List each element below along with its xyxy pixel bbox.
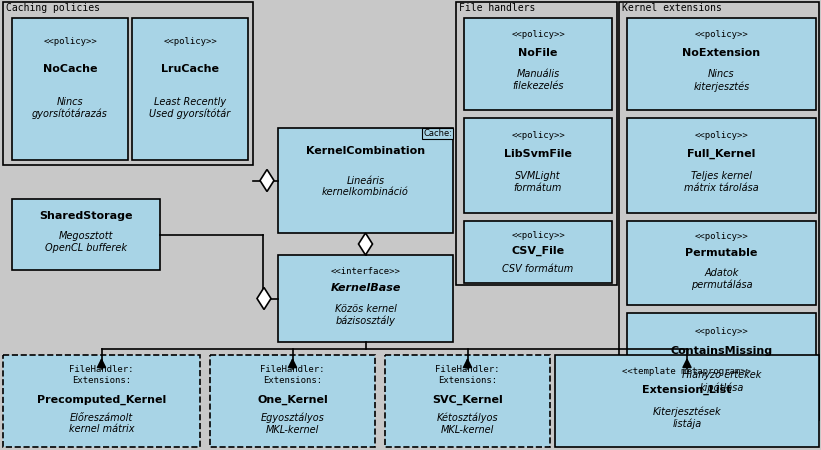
Text: Nincs
gyorsítótárazás: Nincs gyorsítótárazás — [32, 97, 108, 119]
Bar — [210, 355, 375, 447]
Text: ContainsMissing: ContainsMissing — [671, 346, 773, 356]
Polygon shape — [260, 170, 274, 192]
Text: <<policy>>: <<policy>> — [695, 232, 749, 241]
Bar — [464, 221, 612, 283]
Text: Caching policies: Caching policies — [6, 3, 100, 13]
Text: <<interface>>: <<interface>> — [331, 267, 401, 276]
Text: NoCache: NoCache — [43, 64, 97, 74]
Text: Megosztott
OpenCL bufferek: Megosztott OpenCL bufferek — [45, 231, 127, 253]
Bar — [464, 18, 612, 110]
Bar — [627, 118, 816, 213]
Text: Előreszámolt
kernel mátrix: Előreszámolt kernel mátrix — [69, 413, 135, 434]
Text: KernelCombination: KernelCombination — [306, 145, 425, 156]
Bar — [3, 2, 253, 165]
Polygon shape — [359, 233, 373, 255]
Bar — [132, 18, 248, 160]
Text: <<policy>>: <<policy>> — [44, 37, 97, 46]
Text: Extension_List: Extension_List — [642, 385, 732, 396]
Text: Manuális
filekezelés: Manuális filekezelés — [512, 69, 564, 91]
Bar — [627, 221, 816, 305]
Bar — [385, 355, 550, 447]
Text: SVMLight
formátum: SVMLight formátum — [514, 171, 562, 193]
Text: Lineáris
kernelkombináció: Lineáris kernelkombináció — [322, 176, 409, 197]
Text: <<policy>>: <<policy>> — [511, 131, 565, 140]
Text: Közös kernel
bázisosztály: Közös kernel bázisosztály — [335, 303, 397, 326]
Text: Precomputed_Kernel: Precomputed_Kernel — [37, 395, 166, 405]
Text: SharedStorage: SharedStorage — [39, 211, 133, 221]
Text: FileHandler:
Extensions:: FileHandler: Extensions: — [69, 365, 134, 385]
Text: NoExtension: NoExtension — [682, 48, 760, 58]
Bar — [464, 118, 612, 213]
Text: <<template metaprogram>>: <<template metaprogram>> — [622, 367, 751, 376]
Bar — [555, 355, 819, 447]
Text: Nincs
kiterjesztés: Nincs kiterjesztés — [694, 69, 750, 91]
Text: One_Kernel: One_Kernel — [257, 395, 328, 405]
Text: Kernel extensions: Kernel extensions — [622, 3, 722, 13]
Text: Cache:: Cache: — [423, 129, 452, 138]
Bar — [627, 313, 816, 415]
Bar — [3, 355, 200, 447]
Text: FileHandler:
Extensions:: FileHandler: Extensions: — [260, 365, 325, 385]
Bar — [278, 255, 453, 342]
Text: CSV_File: CSV_File — [511, 246, 565, 256]
Bar — [456, 2, 617, 285]
Bar — [12, 199, 160, 270]
Text: FileHandler:
Extensions:: FileHandler: Extensions: — [435, 365, 500, 385]
Text: Full_Kernel: Full_Kernel — [687, 149, 755, 159]
Bar — [12, 18, 128, 160]
Text: Least Recently
Used gyorsítótár: Least Recently Used gyorsítótár — [149, 97, 231, 119]
Text: Teljes kernel
mátrix tárolása: Teljes kernel mátrix tárolása — [684, 171, 759, 193]
Text: NoFile: NoFile — [518, 48, 557, 58]
Text: Kiterjesztések
listája: Kiterjesztések listája — [653, 406, 722, 429]
Text: <<policy>>: <<policy>> — [695, 31, 749, 40]
Text: SVC_Kernel: SVC_Kernel — [432, 395, 503, 405]
Text: Hiányzó értékek
kipótlása: Hiányzó értékek kipótlása — [681, 370, 761, 392]
Text: KernelBase: KernelBase — [330, 284, 401, 293]
Polygon shape — [257, 288, 271, 310]
Text: <<policy>>: <<policy>> — [511, 31, 565, 40]
Bar — [627, 18, 816, 110]
Text: Permutable: Permutable — [686, 248, 758, 258]
Text: <<policy>>: <<policy>> — [511, 231, 565, 240]
Text: Egyosztályos
MKL-kernel: Egyosztályos MKL-kernel — [260, 413, 324, 435]
Text: File handlers: File handlers — [459, 3, 535, 13]
Text: CSV formátum: CSV formátum — [502, 264, 574, 274]
Text: LruCache: LruCache — [161, 64, 219, 74]
Text: Kétosztályos
MKL-kernel: Kétosztályos MKL-kernel — [437, 413, 498, 435]
Text: <<policy>>: <<policy>> — [695, 327, 749, 336]
Text: <<policy>>: <<policy>> — [163, 37, 217, 46]
Text: Adatok
permutálása: Adatok permutálása — [690, 268, 752, 290]
Text: <<policy>>: <<policy>> — [695, 131, 749, 140]
Bar — [619, 2, 819, 420]
Text: LibSvmFile: LibSvmFile — [504, 149, 572, 159]
Bar — [278, 128, 453, 233]
